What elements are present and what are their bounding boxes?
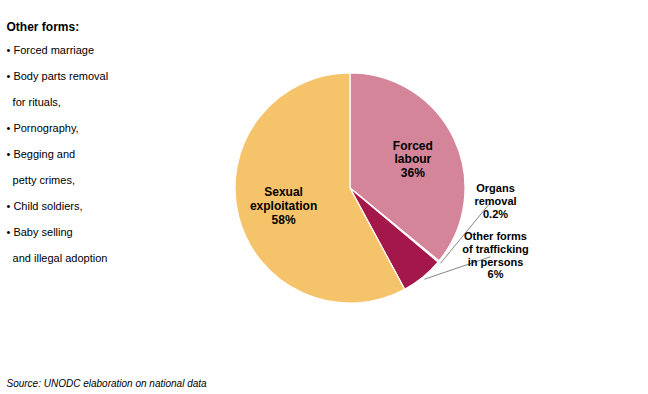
svg-text:• Child soldiers,: • Child soldiers,	[7, 200, 83, 212]
svg-text:• Baby selling: • Baby selling	[7, 226, 73, 238]
svg-text:and illegal adoption: and illegal adoption	[7, 252, 108, 264]
svg-text:Organsremoval0.2%: Organsremoval0.2%	[474, 182, 516, 219]
svg-text:for rituals,: for rituals,	[7, 96, 61, 108]
svg-text:• Begging and: • Begging and	[7, 148, 76, 160]
svg-text:Sexualexploitation58%: Sexualexploitation58%	[250, 185, 317, 227]
svg-text:• Pornography,: • Pornography,	[7, 122, 79, 134]
svg-text:Forcedlabour36%: Forcedlabour36%	[393, 139, 433, 181]
svg-text:Other formsof traffickingin pe: Other formsof traffickingin persons6%	[462, 230, 529, 280]
svg-text:• Forced marriage: • Forced marriage	[7, 44, 95, 56]
svg-text:petty crimes,: petty crimes,	[7, 174, 75, 186]
svg-text:• Body parts removal: • Body parts removal	[7, 70, 109, 82]
svg-text:Other forms:: Other forms:	[7, 20, 80, 34]
svg-text:Source: UNODC elaboration on n: Source: UNODC elaboration on national da…	[7, 378, 208, 389]
